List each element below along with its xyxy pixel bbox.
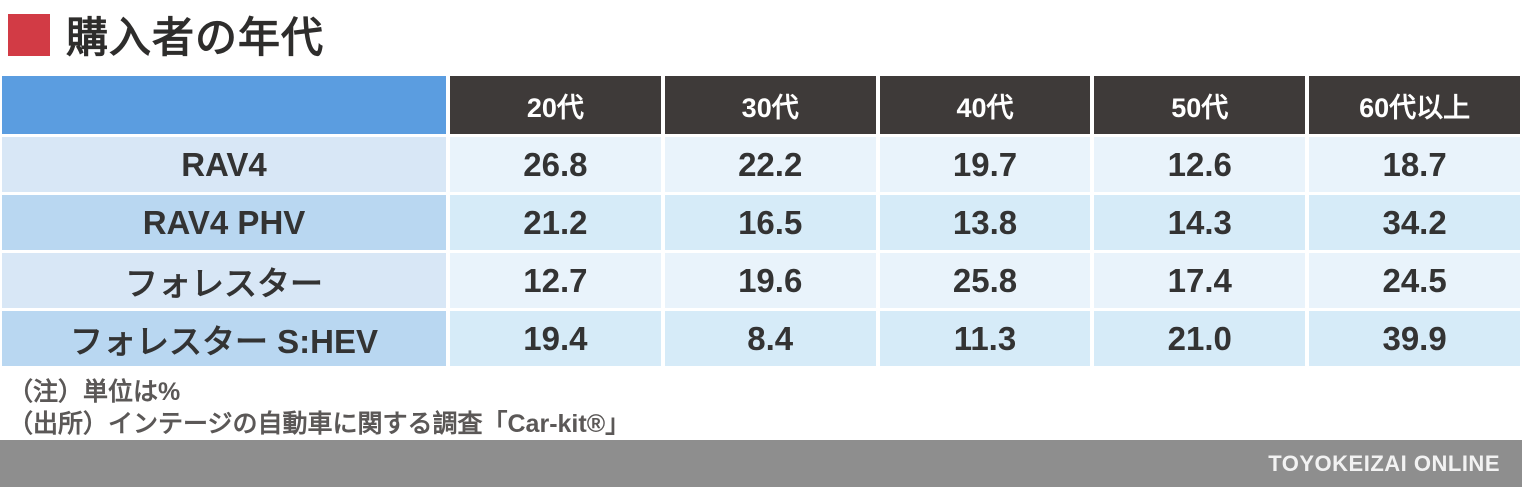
note-source: （出所）インテージの自動車に関する調査「Car-kit®」 — [8, 410, 631, 438]
table-cell: 13.8 — [879, 195, 1091, 250]
table-cell: 19.4 — [450, 311, 661, 366]
table-cell: 19.7 — [879, 137, 1091, 192]
table-cell: 17.4 — [1094, 253, 1306, 308]
brand-label: TOYOKEIZAI ONLINE — [1268, 450, 1500, 476]
table-cell: 8.4 — [664, 311, 876, 366]
row-label-forester: フォレスター — [2, 253, 446, 308]
table-corner-cell — [2, 76, 446, 134]
purchaser-age-table: 20代 30代 40代 50代 60代以上 RAV4 26.8 22.2 19.… — [2, 76, 1520, 366]
table-cell: 24.5 — [1309, 253, 1520, 308]
table-cell: 25.8 — [879, 253, 1091, 308]
column-header-40s: 40代 — [879, 76, 1091, 134]
footnotes: （注）単位は% （出所）インテージの自動車に関する調査「Car-kit®」 — [8, 376, 1522, 440]
table-cell: 12.7 — [450, 253, 661, 308]
table-cell: 26.8 — [450, 137, 661, 192]
column-header-30s: 30代 — [664, 76, 876, 134]
column-header-60s-plus: 60代以上 — [1309, 76, 1520, 134]
row-label-rav4: RAV4 — [2, 137, 446, 192]
row-label-forester-shev: フォレスター S:HEV — [2, 311, 446, 366]
page-title: 購入者の年代 — [66, 14, 325, 61]
table-cell: 12.6 — [1094, 137, 1306, 192]
table-cell: 19.6 — [664, 253, 876, 308]
red-square-bullet-icon — [8, 13, 50, 56]
note-unit: （注）単位は% — [8, 378, 181, 406]
title-row: 購入者の年代 — [0, 0, 1522, 61]
table-cell: 11.3 — [879, 311, 1091, 366]
table-cell: 39.9 — [1309, 311, 1520, 366]
table-cell: 34.2 — [1309, 195, 1520, 250]
table-cell: 21.2 — [450, 195, 661, 250]
table-cell: 21.0 — [1094, 311, 1306, 366]
footer-bar: TOYOKEIZAI ONLINE — [0, 440, 1522, 487]
column-header-20s: 20代 — [450, 76, 661, 134]
table-cell: 14.3 — [1094, 195, 1306, 250]
table-cell: 18.7 — [1309, 137, 1520, 192]
table-cell: 16.5 — [664, 195, 876, 250]
row-label-rav4-phv: RAV4 PHV — [2, 195, 446, 250]
table-cell: 22.2 — [664, 137, 876, 192]
column-header-50s: 50代 — [1094, 76, 1306, 134]
